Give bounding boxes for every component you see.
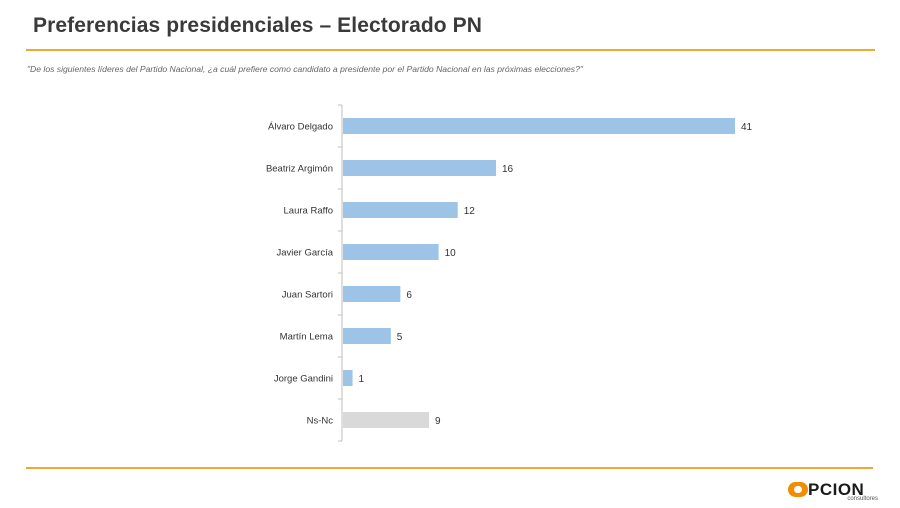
data-label: 12: [464, 206, 476, 217]
data-label: 10: [445, 248, 457, 259]
bar: [343, 412, 430, 428]
category-label: Laura Raffo: [284, 206, 333, 217]
data-label: 16: [502, 164, 514, 175]
bar: [343, 286, 401, 302]
data-label: 41: [741, 122, 753, 133]
logo-text: PCION: [808, 480, 865, 499]
page-title: Preferencias presidenciales – Electorado…: [33, 14, 483, 37]
footer-divider: [26, 467, 873, 469]
category-label: Beatriz Argimón: [266, 164, 333, 175]
survey-question: "De los siguientes líderes del Partido N…: [27, 64, 583, 74]
category-label: Ns-Nc: [307, 416, 334, 427]
header-divider: [26, 49, 875, 51]
bar: [343, 202, 458, 218]
category-label: Martín Lema: [280, 332, 334, 343]
logo-subtext: consultores: [847, 496, 878, 502]
category-label: Javier García: [277, 248, 334, 259]
category-label: Álvaro Delgado: [268, 122, 333, 133]
bar: [343, 328, 391, 344]
category-label: Juan Sartori: [282, 290, 333, 301]
logo-o-icon: [788, 482, 808, 497]
data-label: 5: [397, 332, 403, 343]
data-label: 9: [435, 416, 441, 427]
bar: [343, 370, 353, 386]
category-label: Jorge Gandini: [274, 374, 333, 385]
data-label: 6: [406, 290, 412, 301]
bar: [343, 244, 439, 260]
opcion-logo: PCION consultores: [788, 479, 880, 503]
bar: [343, 118, 735, 134]
bar: [343, 160, 496, 176]
data-label: 1: [359, 374, 365, 385]
